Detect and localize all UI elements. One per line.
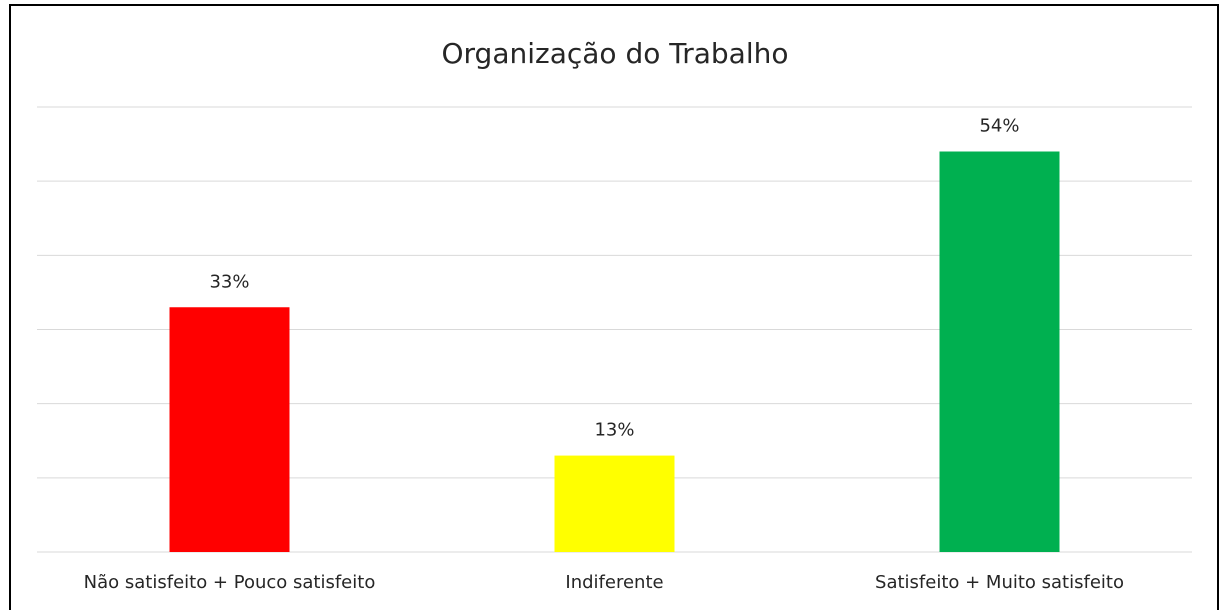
data-label: 13% [594,420,634,441]
data-label: 54% [979,116,1019,137]
chart-title: Organização do Trabalho [441,37,788,70]
bar [939,151,1060,552]
bar [554,455,675,552]
x-tick-label: Indiferente [565,572,663,593]
x-tick-label: Satisfeito + Muito satisfeito [875,572,1124,593]
x-tick-label: Não satisfeito + Pouco satisfeito [84,572,376,593]
data-label: 33% [209,271,249,292]
bar [169,307,290,552]
